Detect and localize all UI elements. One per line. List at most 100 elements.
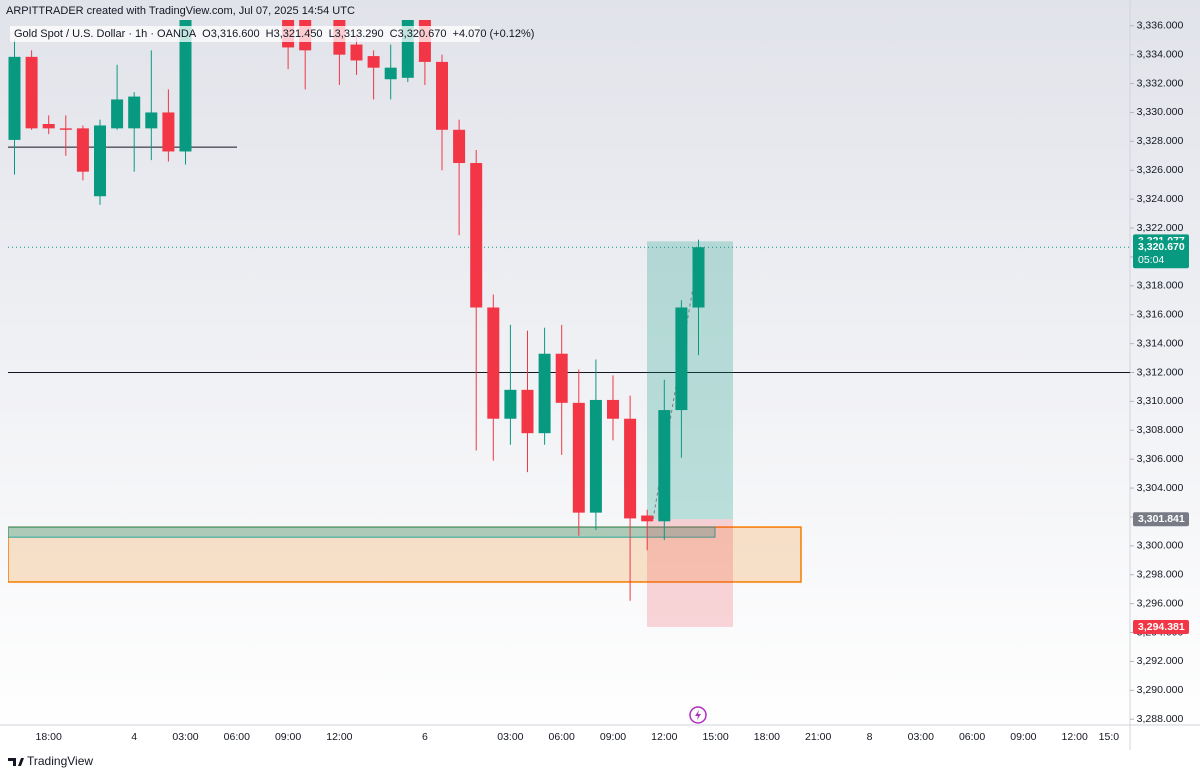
candle-body — [624, 418, 637, 519]
entry-tag: 3,301.841 — [1133, 512, 1189, 527]
candle-body — [350, 44, 363, 61]
x-tick-label: 09:00 — [275, 731, 301, 743]
y-tick-label: 3,330.000 — [1137, 106, 1184, 118]
x-tick-label: 06:00 — [224, 731, 250, 743]
y-tick-label: 3,308.000 — [1137, 424, 1184, 436]
y-tick-label: 3,336.000 — [1137, 20, 1184, 32]
x-tick-label: 09:00 — [1010, 731, 1036, 743]
x-tick-label: 06:00 — [959, 731, 985, 743]
stop-tag: 3,294.381 — [1133, 620, 1189, 635]
candle-body — [521, 389, 534, 434]
ohlc-value: L3,313.290 — [329, 28, 384, 40]
candle-body — [675, 307, 688, 411]
x-tick-label: 15:00 — [702, 731, 728, 743]
y-tick-label: 3,292.000 — [1137, 655, 1184, 667]
y-tick-label: 3,314.000 — [1137, 337, 1184, 349]
legend-background — [10, 26, 480, 42]
last-price-tag-label: 3,320.670 — [1138, 241, 1185, 253]
entry-tag-label: 3,301.841 — [1138, 513, 1185, 525]
stop-tag-label: 3,294.381 — [1138, 621, 1185, 633]
y-tick-label: 3,288.000 — [1137, 713, 1184, 725]
x-tick-label: 21:00 — [805, 731, 831, 743]
y-tick-label: 3,290.000 — [1137, 684, 1184, 696]
y-tick-label: 3,322.000 — [1137, 222, 1184, 234]
candle-body — [179, 20, 192, 152]
x-tick-label: 03:00 — [172, 731, 198, 743]
candle-body — [589, 399, 602, 513]
y-tick-label: 3,328.000 — [1137, 135, 1184, 147]
candle-body — [504, 389, 517, 419]
candle-body — [607, 399, 619, 419]
y-tick-label: 3,316.000 — [1137, 308, 1184, 320]
candle-body — [59, 128, 72, 130]
tradingview-logo — [8, 758, 24, 766]
x-tick-label: 09:00 — [600, 731, 626, 743]
y-tick-label: 3,306.000 — [1137, 453, 1184, 465]
y-tick-label: 3,324.000 — [1137, 193, 1184, 205]
ohlc-value: O3,316.600 — [202, 28, 260, 40]
candle-body — [555, 353, 568, 403]
candle-body — [367, 56, 380, 68]
candle-body — [25, 56, 38, 129]
candle-body — [436, 61, 448, 130]
entry-tag-bg — [1133, 512, 1189, 527]
candle-body — [641, 515, 654, 522]
y-tick-label: 3,312.000 — [1137, 366, 1184, 378]
candle-body — [470, 163, 483, 308]
watermark: TradingView — [27, 754, 93, 768]
plot-area — [8, 20, 1130, 628]
x-tick-label: 18:00 — [36, 731, 62, 743]
y-tick-label: 3,300.000 — [1137, 540, 1184, 552]
last-price-tag-bg — [1133, 240, 1189, 269]
y-tick-label: 3,298.000 — [1137, 569, 1184, 581]
last-price-tag-countdown: 05:04 — [1138, 254, 1164, 266]
symbol: Gold Spot / U.S. Dollar · 1h · OANDA — [14, 28, 197, 40]
x-tick-label: 06:00 — [549, 731, 575, 743]
x-tick-label: 03:00 — [908, 731, 934, 743]
x-tick-label: 12:00 — [651, 731, 677, 743]
y-tick-label: 3,310.000 — [1137, 395, 1184, 407]
x-tick-label: 12:00 — [326, 731, 352, 743]
ohlc-value: C3,320.670 — [390, 28, 447, 40]
x-tick-label: 03:00 — [497, 731, 523, 743]
zone — [8, 526, 802, 583]
position-loss — [647, 519, 733, 628]
y-tick-label: 3,296.000 — [1137, 597, 1184, 609]
candle-body — [111, 99, 124, 129]
x-tick-label: 12:00 — [1062, 731, 1088, 743]
candle-body — [487, 307, 500, 419]
y-tick-label: 3,304.000 — [1137, 482, 1184, 494]
axes: 3,288.0003,290.0003,292.0003,294.0003,29… — [36, 20, 1189, 743]
candle-body — [538, 353, 551, 434]
x-tick-label: 8 — [867, 731, 873, 743]
candle-body — [128, 96, 141, 129]
candle-body — [8, 56, 21, 140]
ohlc-value: +4.070 (+0.12%) — [453, 28, 535, 40]
stop-tag-bg — [1133, 620, 1189, 635]
candle-body — [145, 112, 158, 129]
candle-body — [453, 129, 466, 164]
y-tick-label: 3,334.000 — [1137, 48, 1184, 60]
candle-body — [401, 20, 414, 78]
y-tick-label: 3,326.000 — [1137, 164, 1184, 176]
candle-body — [94, 125, 106, 197]
zone — [8, 526, 716, 538]
x-tick-label: 18:00 — [754, 731, 780, 743]
candle-body — [692, 247, 705, 308]
header: ARPITTRADER created with TradingView.com… — [6, 5, 355, 17]
candle-body — [42, 124, 55, 129]
ohlc-value: H3,321.450 — [266, 28, 323, 40]
candle-body — [162, 112, 175, 152]
x-tick-label: 15:0 — [1099, 731, 1120, 743]
y-tick-label: 3,332.000 — [1137, 77, 1184, 89]
x-tick-label: 4 — [131, 731, 137, 743]
y-tick-label: 3,318.000 — [1137, 280, 1184, 292]
candle-body — [384, 67, 397, 80]
candle-body — [658, 410, 671, 522]
lightning-icon — [689, 706, 707, 724]
candle-body — [76, 128, 89, 172]
x-tick-label: 6 — [422, 731, 428, 743]
